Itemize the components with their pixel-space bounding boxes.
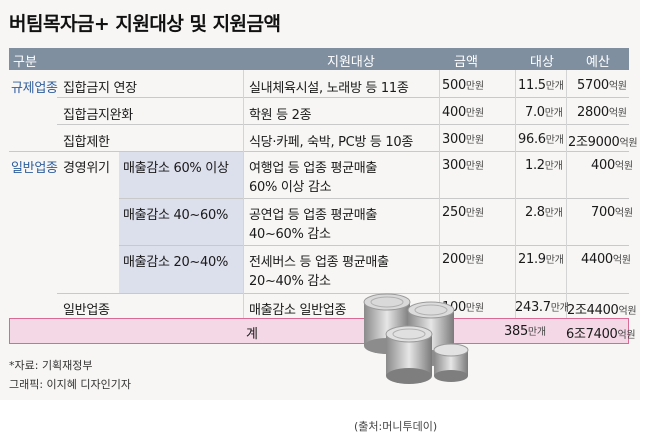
row-level: 매출감소 60% 이상 <box>123 161 229 176</box>
row-target: 매출감소 일반업종 <box>249 303 347 318</box>
total-count-unit: 만개 <box>527 327 546 338</box>
graphic-credit: 그래픽: 이지혜 디자인기자 <box>9 378 132 391</box>
header-target: 지원대상 <box>327 55 375 70</box>
row-target: 학원 등 2종 <box>249 108 312 123</box>
budget-unit: 억원 <box>614 161 633 172</box>
total-budget: 6조7400 <box>566 327 618 342</box>
budget-unit: 억원 <box>614 208 633 219</box>
total-budget-unit: 억원 <box>617 330 636 341</box>
amount-unit: 만원 <box>465 255 484 266</box>
row-target: 식당·카페, 숙박, PC방 등 10종 <box>249 135 414 150</box>
row-amount: 300 <box>442 132 466 147</box>
row-sub-label: 일반업종 <box>63 303 110 318</box>
row-count: 11.5 <box>518 78 546 93</box>
row-divider <box>57 293 629 294</box>
row-amount: 400 <box>442 105 466 120</box>
row-divider <box>119 245 629 246</box>
row-budget: 2조4400 <box>567 303 619 318</box>
data-source-note: *자료: 기획재정부 <box>9 359 93 372</box>
amount-unit: 만원 <box>465 208 484 219</box>
infographic-card: 버팀목자금+ 지원대상 및 지원금액 구분 지원대상 금액 대상 예산 규제업종… <box>0 0 640 400</box>
row-count: 21.9 <box>518 252 546 267</box>
row-target-line1: 공연업 등 업종 평균매출 <box>249 208 378 223</box>
row-target-line1: 전세버스 등 업종 평균매출 <box>249 255 389 270</box>
header-count: 대상 <box>530 55 554 70</box>
count-unit: 만개 <box>544 161 563 172</box>
coin-stack-front <box>385 325 433 384</box>
row-count: 7.0 <box>525 105 545 120</box>
row-amount: 250 <box>442 205 466 220</box>
budget-unit: 억원 <box>612 255 631 266</box>
budget-unit: 억원 <box>618 306 637 317</box>
row-target: 실내체육시설, 노래방 등 11종 <box>249 81 409 96</box>
row-count: 1.2 <box>525 158 545 173</box>
row-count: 2.8 <box>525 205 545 220</box>
coin-stack-left <box>363 293 411 354</box>
row-sub-label: 집합제한 <box>63 135 110 150</box>
row-target-line2: 20~40% 감소 <box>249 274 331 289</box>
header-category: 구분 <box>13 55 37 70</box>
row-sub-label: 집합금지완화 <box>63 108 133 123</box>
budget-unit: 억원 <box>619 138 638 149</box>
amount-unit: 만원 <box>465 303 484 314</box>
total-count: 385 <box>504 324 528 339</box>
count-unit: 만개 <box>545 81 564 92</box>
budget-unit: 억원 <box>608 81 627 92</box>
count-unit: 만개 <box>544 108 563 119</box>
count-unit: 만개 <box>550 303 569 314</box>
row-divider <box>57 124 629 125</box>
row-divider <box>119 198 629 199</box>
row-count: 96.6 <box>518 132 546 147</box>
amount-unit: 만원 <box>465 135 484 146</box>
row-budget: 5700 <box>577 78 609 93</box>
coin-stack-small <box>433 343 469 382</box>
support-table: 구분 지원대상 금액 대상 예산 규제업종 일반업종 집합금지 연장 실내체육시… <box>9 48 638 344</box>
row-amount: 200 <box>442 252 466 267</box>
infographic-title: 버팀목자금+ 지원대상 및 지원금액 <box>9 13 281 35</box>
header-amount: 금액 <box>454 55 478 70</box>
row-budget: 700 <box>591 205 615 220</box>
row-divider <box>57 97 629 98</box>
row-amount: 300 <box>442 158 466 173</box>
header-budget: 예산 <box>586 55 610 70</box>
group-general: 일반업종 <box>11 161 58 176</box>
budget-unit: 억원 <box>608 108 627 119</box>
source-credit: (출처:머니투데이) <box>354 420 438 433</box>
count-unit: 만개 <box>545 255 564 266</box>
coin-stack-illustration <box>363 293 469 384</box>
col-divider <box>515 70 516 318</box>
row-level: 매출감소 20~40% <box>123 255 229 270</box>
row-budget: 2800 <box>577 105 609 120</box>
count-unit: 만개 <box>545 135 564 146</box>
row-target-line2: 40~60% 감소 <box>249 227 331 242</box>
row-divider <box>9 151 629 152</box>
row-budget: 2조9000 <box>568 135 620 150</box>
row-sub-label: 집합금지 연장 <box>63 81 137 96</box>
row-count: 243.7 <box>515 300 551 315</box>
row-target-line1: 여행업 등 업종 평균매출 <box>249 161 378 176</box>
total-label: 계 <box>246 327 258 342</box>
row-level: 매출감소 40~60% <box>123 208 229 223</box>
crisis-level-highlight <box>119 151 243 293</box>
col-divider <box>243 70 244 318</box>
amount-unit: 만원 <box>465 108 484 119</box>
table-header: 구분 지원대상 금액 대상 예산 <box>9 48 629 70</box>
amount-unit: 만원 <box>465 161 484 172</box>
count-unit: 만개 <box>544 208 563 219</box>
row-sub-label: 경영위기 <box>63 161 110 176</box>
amount-unit: 만원 <box>465 81 484 92</box>
row-budget: 4400 <box>581 252 613 267</box>
row-target-line2: 60% 이상 감소 <box>249 180 332 195</box>
group-regulated: 규제업종 <box>11 81 58 96</box>
col-divider <box>439 70 440 318</box>
total-row: 계 385만개 6조7400억원 <box>9 318 636 344</box>
col-divider <box>566 70 567 318</box>
row-budget: 400 <box>591 158 615 173</box>
row-amount: 500 <box>442 78 466 93</box>
